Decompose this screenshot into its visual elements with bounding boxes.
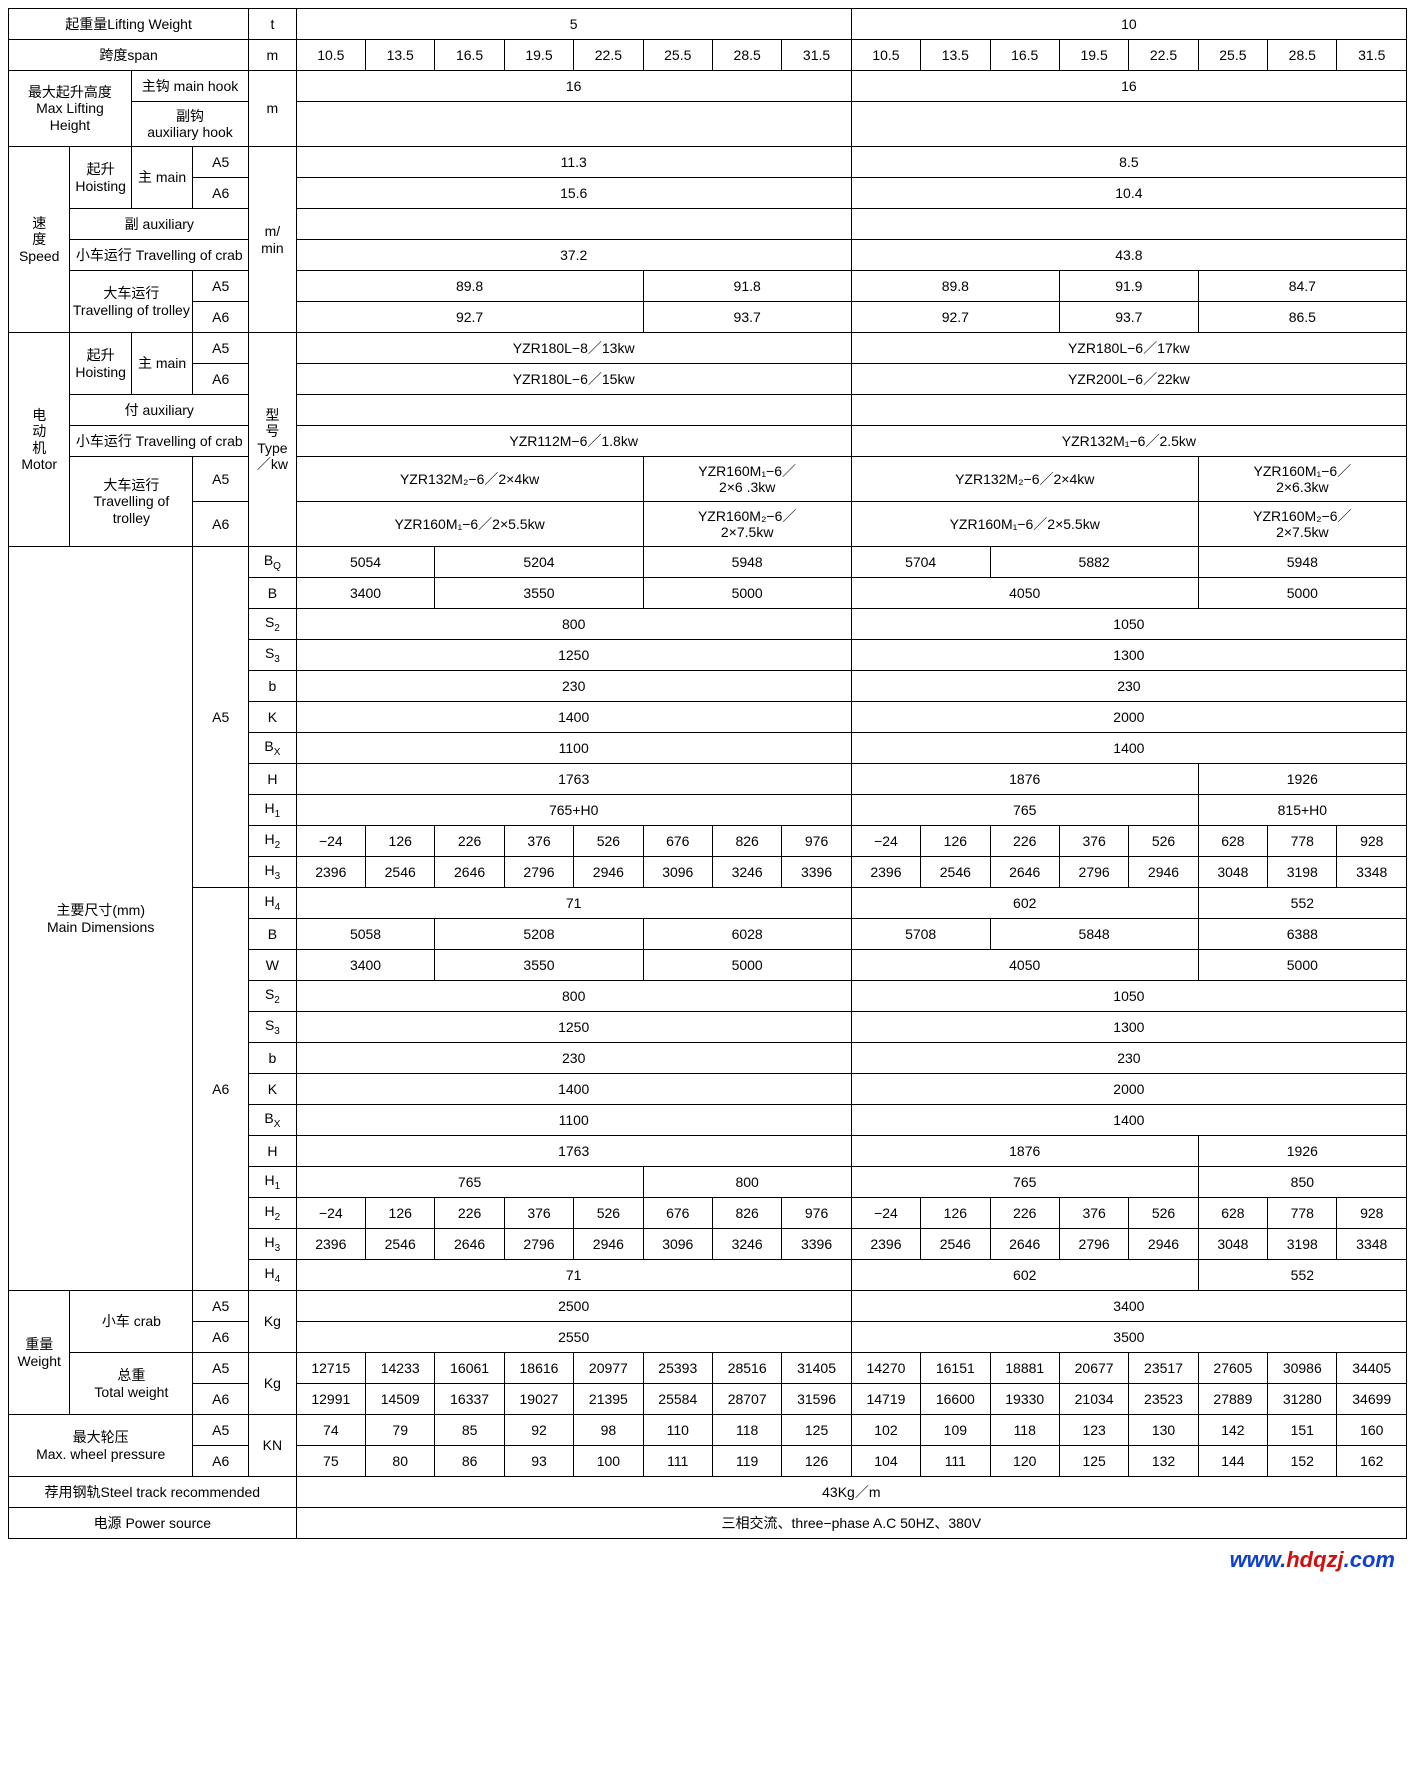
max-lifting-height: 最大起升高度 Max Lifting Height <box>9 71 132 147</box>
motor-label: 电 动 机 Motor <box>9 333 70 547</box>
dimensions-label: 主要尺寸(mm) Main Dimensions <box>9 547 193 1291</box>
weight-label: 重量 Weight <box>9 1291 70 1415</box>
wheel-pressure-label: 最大轮压 Max. wheel pressure <box>9 1415 193 1477</box>
steel-track-label: 荐用钢轨Steel track recommended <box>9 1477 297 1508</box>
power-source-label: 电源 Power source <box>9 1508 297 1539</box>
spec-table: 起重量Lifting Weightt510 跨度spanm 10.513.516… <box>8 8 1407 1539</box>
speed-label: 速 度 Speed <box>9 147 70 333</box>
span-label: 跨度span <box>9 40 249 71</box>
watermark-url: www.hdqzj.com <box>8 1539 1407 1573</box>
lifting-weight-label: 起重量Lifting Weight <box>9 9 249 40</box>
